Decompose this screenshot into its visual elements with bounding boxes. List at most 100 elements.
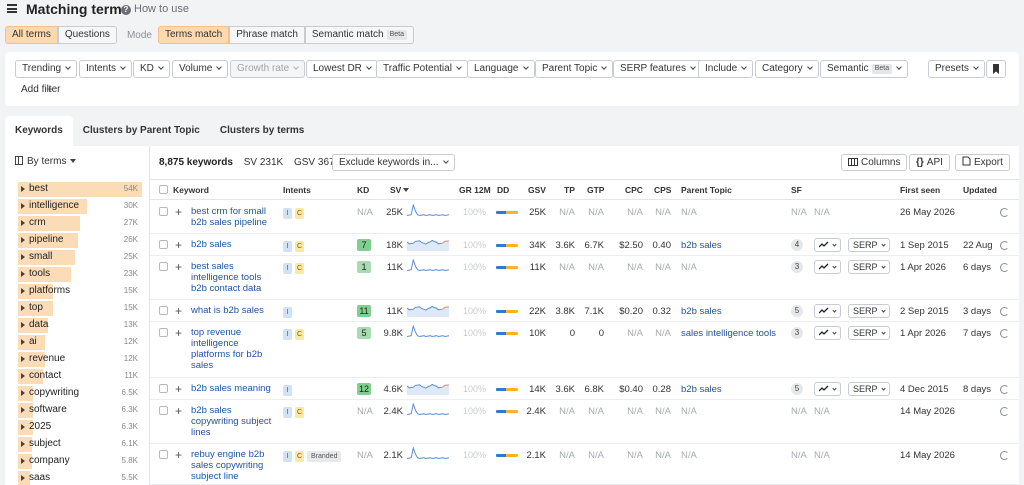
row-checkbox[interactable] xyxy=(159,240,168,249)
parent-topic[interactable]: b2b sales xyxy=(681,306,722,317)
col-gr12m[interactable]: GR 12M xyxy=(459,185,491,195)
sidebar-term[interactable]: ai 12K xyxy=(18,335,142,350)
expand-arrow-icon[interactable] xyxy=(21,237,25,243)
add-to-list-icon[interactable]: + xyxy=(175,304,183,318)
add-to-list-icon[interactable]: + xyxy=(175,382,183,396)
col-sf[interactable]: SF xyxy=(791,185,802,195)
select-all-checkbox[interactable] xyxy=(159,185,168,194)
sidebar-term[interactable]: small 25K xyxy=(18,250,142,265)
refresh-icon[interactable] xyxy=(1000,263,1009,272)
keyword-link[interactable]: best crm for small b2b sales pipeline xyxy=(191,206,268,228)
expand-arrow-icon[interactable] xyxy=(21,339,25,345)
keyword-link[interactable]: what is b2b sales xyxy=(191,305,264,316)
refresh-icon[interactable] xyxy=(1000,307,1009,316)
add-to-list-icon[interactable]: + xyxy=(175,205,183,219)
expand-arrow-icon[interactable] xyxy=(21,407,25,413)
col-keyword[interactable]: Keyword xyxy=(173,185,209,195)
sidebar-term[interactable]: best 54K xyxy=(18,182,142,197)
traffic-potential-filter[interactable]: Traffic Potential xyxy=(376,60,468,78)
tab-clusters-terms[interactable]: Clusters by terms xyxy=(219,125,305,136)
exclude-keywords-dropdown[interactable]: Exclude keywords in... xyxy=(332,154,455,171)
phrase-match-toggle[interactable]: Phrase match xyxy=(229,26,305,44)
add-to-list-icon[interactable]: + xyxy=(175,404,183,418)
trend-dropdown[interactable] xyxy=(814,260,841,274)
sidebar-term[interactable]: top 15K xyxy=(18,301,142,316)
keyword-link[interactable]: b2b sales meaning xyxy=(191,383,271,394)
col-sv[interactable]: SV xyxy=(390,185,410,195)
expand-arrow-icon[interactable] xyxy=(21,356,25,362)
sidebar-term[interactable]: revenue 12K xyxy=(18,352,142,367)
col-dd[interactable]: DD xyxy=(497,185,510,195)
sidebar-term[interactable]: crm 27K xyxy=(18,216,142,231)
terms-match-toggle[interactable]: Terms match xyxy=(157,26,230,44)
add-to-list-icon[interactable]: + xyxy=(175,260,183,274)
serp-dropdown[interactable]: SERP xyxy=(848,260,890,274)
trend-dropdown[interactable] xyxy=(814,238,841,252)
col-cps[interactable]: CPS xyxy=(654,185,672,195)
row-checkbox[interactable] xyxy=(159,384,168,393)
serp-dropdown[interactable]: SERP xyxy=(848,304,890,318)
parent-topic[interactable]: b2b sales xyxy=(681,240,722,251)
how-to-use-link[interactable]: ? How to use xyxy=(121,3,189,15)
row-checkbox[interactable] xyxy=(159,207,168,216)
refresh-icon[interactable] xyxy=(1000,385,1009,394)
serp-dropdown[interactable]: SERP xyxy=(848,238,890,252)
export-button[interactable]: Export xyxy=(955,154,1010,171)
col-parent-topic[interactable]: Parent Topic xyxy=(681,185,732,195)
row-checkbox[interactable] xyxy=(159,450,168,459)
refresh-icon[interactable] xyxy=(1000,407,1009,416)
by-terms-dropdown[interactable]: By terms xyxy=(15,156,77,167)
presets-button[interactable]: Presets xyxy=(928,60,985,78)
trending-filter[interactable]: Trending xyxy=(15,60,78,78)
menu-icon[interactable] xyxy=(7,4,17,13)
keyword-link[interactable]: b2b sales xyxy=(191,239,232,250)
trend-dropdown[interactable] xyxy=(814,382,841,396)
all-terms-toggle[interactable]: All terms xyxy=(5,26,58,44)
col-cpc[interactable]: CPC xyxy=(625,185,643,195)
add-filter-button[interactable]: + Add filter xyxy=(21,83,60,95)
col-intents[interactable]: Intents xyxy=(283,185,311,195)
sidebar-term[interactable]: saas 5.5K xyxy=(18,471,142,485)
col-updated[interactable]: Updated xyxy=(963,185,997,195)
volume-filter[interactable]: Volume xyxy=(172,60,229,78)
col-gtp[interactable]: GTP xyxy=(587,185,605,195)
sidebar-term[interactable]: tools 23K xyxy=(18,267,142,282)
refresh-icon[interactable] xyxy=(1000,241,1009,250)
semantic-match-toggle[interactable]: Semantic match Beta xyxy=(304,26,414,44)
trend-dropdown[interactable] xyxy=(814,304,841,318)
sidebar-term[interactable]: platforms 15K xyxy=(18,284,142,299)
expand-arrow-icon[interactable] xyxy=(21,373,25,379)
trend-dropdown[interactable] xyxy=(814,326,841,340)
sidebar-term[interactable]: contact 11K xyxy=(18,369,142,384)
expand-arrow-icon[interactable] xyxy=(21,288,25,294)
col-first-seen[interactable]: First seen xyxy=(900,185,941,195)
expand-arrow-icon[interactable] xyxy=(21,475,25,481)
row-checkbox[interactable] xyxy=(159,262,168,271)
add-to-list-icon[interactable]: + xyxy=(175,448,183,462)
kd-filter[interactable]: KD xyxy=(133,60,170,78)
expand-arrow-icon[interactable] xyxy=(21,322,25,328)
sidebar-term[interactable]: intelligence 30K xyxy=(18,199,142,214)
row-checkbox[interactable] xyxy=(159,306,168,315)
expand-arrow-icon[interactable] xyxy=(21,271,25,277)
sidebar-term[interactable]: subject 6.1K xyxy=(18,437,142,452)
include-filter[interactable]: Include xyxy=(698,60,754,78)
parent-topic[interactable]: b2b sales xyxy=(681,384,722,395)
keyword-link[interactable]: b2b sales copywriting subject lines xyxy=(191,405,272,438)
add-to-list-icon[interactable]: + xyxy=(175,326,183,340)
keyword-link[interactable]: rebuy engine b2b sales copywriting subje… xyxy=(191,449,265,482)
expand-arrow-icon[interactable] xyxy=(21,424,25,430)
parent-topic-filter[interactable]: Parent Topic xyxy=(535,60,614,78)
serp-dropdown[interactable]: SERP xyxy=(848,382,890,396)
questions-toggle[interactable]: Questions xyxy=(57,26,117,44)
refresh-icon[interactable] xyxy=(1000,329,1009,338)
category-filter[interactable]: Category xyxy=(755,60,819,78)
sidebar-term[interactable]: pipeline 26K xyxy=(18,233,142,248)
parent-topic[interactable]: sales intelligence tools xyxy=(681,328,777,339)
keyword-link[interactable]: best sales intelligence tools b2b contac… xyxy=(191,261,262,294)
growth-rate-filter[interactable]: Growth rate xyxy=(230,60,306,78)
tab-keywords[interactable]: Keywords xyxy=(5,116,73,146)
add-to-list-icon[interactable]: + xyxy=(175,238,183,252)
expand-arrow-icon[interactable] xyxy=(21,220,25,226)
row-checkbox[interactable] xyxy=(159,406,168,415)
